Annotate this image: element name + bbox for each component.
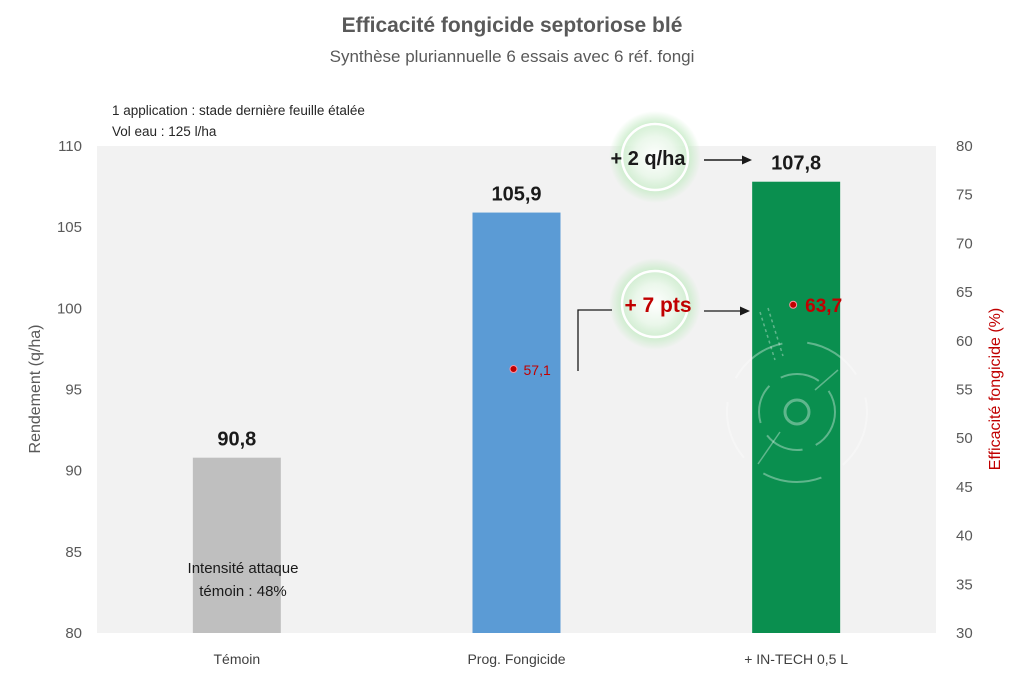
yield-gain-arrow [704, 155, 752, 165]
bar-value-label: 105,9 [491, 184, 541, 206]
y-right-tick-label: 75 [956, 187, 973, 204]
x-category-label: Témoin [213, 651, 260, 667]
efficacy-value-label: 57,1 [524, 362, 551, 378]
y-left-tick-label: 100 [57, 300, 82, 317]
bar-value-label: 107,8 [771, 153, 821, 175]
efficacy-points: 57,1 63,7 [509, 296, 842, 378]
x-category-label: + IN-TECH 0,5 L [744, 651, 848, 667]
y-left-tick-label: 105 [57, 219, 82, 236]
glow-icon-efficacy [609, 258, 701, 350]
y-right-tick-label: 65 [956, 284, 973, 301]
y-axis-right: 30 35 40 45 50 55 60 65 70 75 80 [956, 138, 973, 642]
bar-value-label: 90,8 [217, 429, 256, 451]
y-axis-right-label: Efficacité fongicide (%) [987, 308, 1004, 470]
chart-title: Efficacité fongicide septoriose blé [342, 14, 683, 37]
efficacy-gain-annotation: + 7 pts [624, 294, 691, 317]
y-left-tick-label: 95 [65, 382, 82, 399]
bar [192, 457, 281, 633]
note-application: 1 application : stade dernière feuille é… [112, 103, 365, 118]
glow-icon-yield [609, 111, 701, 203]
attack-intensity-label-line1: Intensité attaque [188, 560, 299, 577]
efficacy-gain-connector [577, 306, 750, 371]
efficacy-point [509, 365, 518, 374]
target-pattern-decoration [726, 307, 868, 483]
y-left-tick-label: 90 [65, 463, 82, 480]
y-right-tick-label: 35 [956, 576, 973, 593]
y-right-tick-label: 70 [956, 235, 973, 252]
y-right-tick-label: 30 [956, 625, 973, 642]
y-left-tick-label: 110 [58, 138, 82, 155]
y-right-tick-label: 40 [956, 528, 973, 545]
y-left-tick-label: 80 [65, 625, 82, 642]
bar-group: 90,8 Témoin 105,9 Prog. Fongicide 107,8 + IN-… [192, 153, 848, 667]
y-left-tick-label: 85 [65, 544, 82, 561]
y-right-tick-label: 80 [956, 138, 973, 155]
note-water-volume: Vol eau : 125 l/ha [112, 124, 217, 139]
y-right-tick-label: 55 [956, 382, 973, 399]
x-category-label: Prog. Fongicide [467, 651, 565, 667]
y-right-tick-label: 60 [956, 333, 973, 350]
y-axis-left: 80 85 90 95 100 105 110 [57, 138, 82, 642]
attack-intensity-label-line2: témoin : 48% [199, 583, 287, 600]
efficacy-value-label: 63,7 [805, 296, 842, 317]
efficacy-point [789, 300, 798, 309]
bar [472, 212, 561, 633]
chart-subtitle: Synthèse pluriannuelle 6 essais avec 6 r… [330, 47, 695, 66]
y-right-tick-label: 45 [956, 479, 973, 496]
yield-gain-annotation: + 2 q/ha [610, 148, 686, 170]
y-axis-left-label: Rendement (q/ha) [27, 325, 44, 454]
bar [752, 181, 841, 634]
y-right-tick-label: 50 [956, 430, 973, 447]
